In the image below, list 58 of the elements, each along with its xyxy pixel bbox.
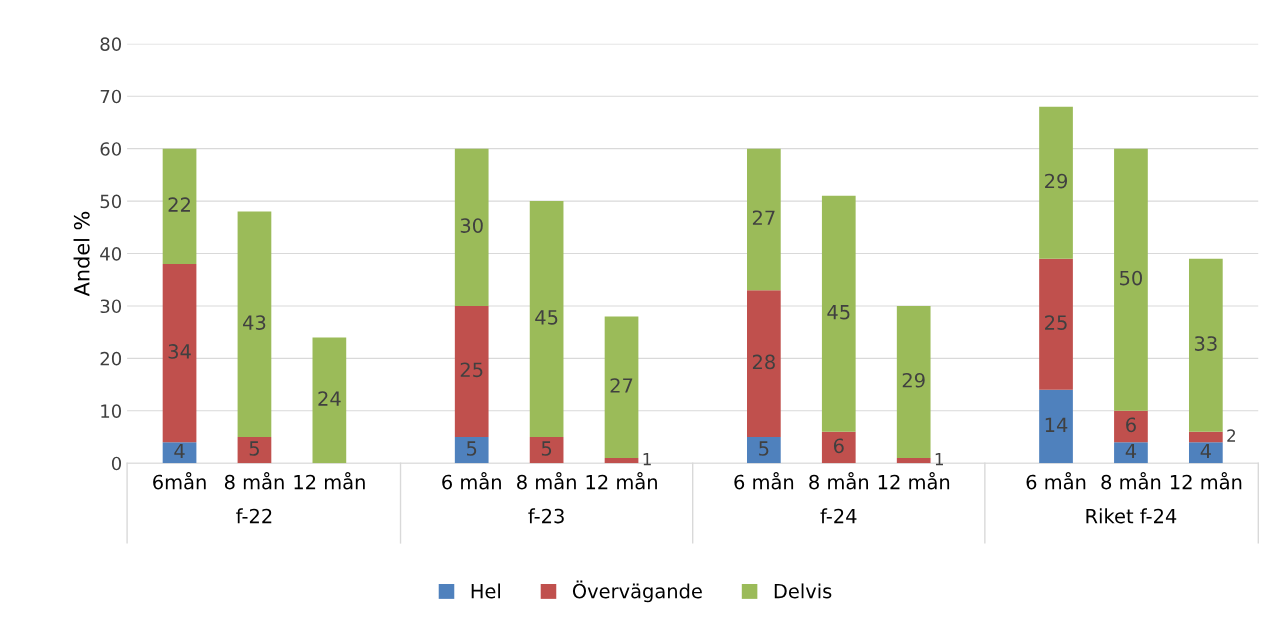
data-label: 1 (643, 453, 651, 466)
text: f-23 (528, 508, 564, 524)
y-tick-label: 0 (111, 456, 122, 471)
y-tick-label: 30 (100, 299, 122, 314)
y-tick-label: 20 (100, 351, 122, 366)
x-tick-label: 8 mån (809, 472, 868, 490)
data-label: 25 (1045, 315, 1067, 330)
y-axis-title: Andel % (73, 211, 90, 297)
data-label: 45 (535, 310, 558, 325)
data-label: 6 (833, 438, 844, 454)
data-label: 25 (460, 362, 483, 378)
data-label: 5 (467, 441, 477, 456)
x-tick-label: 6 mån (734, 472, 794, 490)
x-tick-label: 6 mån (1026, 472, 1086, 490)
x-tick-label: 6mån (153, 472, 206, 490)
x-tick-label: 12 mån (586, 472, 657, 490)
legend-label: Hel (471, 583, 500, 599)
data-label: 4 (1125, 443, 1137, 459)
y-tick-label: 40 (100, 246, 122, 261)
x-tick-label: 8 mån (517, 472, 576, 490)
data-label: 2 (1227, 429, 1236, 442)
x-tick-label: 12 mån (878, 472, 950, 490)
data-label: 29 (1045, 173, 1068, 189)
x-tick-label: 8 mån (1101, 472, 1161, 490)
data-label: 5 (249, 441, 259, 456)
data-label: 27 (752, 210, 775, 225)
data-label: 43 (243, 315, 266, 330)
data-label: 33 (1194, 336, 1217, 351)
x-tick-label: 8 mån (224, 472, 284, 490)
data-label: 4 (1200, 443, 1211, 459)
data-label: 22 (168, 197, 190, 212)
data-label: 5 (759, 441, 769, 456)
data-label: 6 (1126, 417, 1136, 433)
legend-label: Övervägande (572, 580, 702, 603)
y-tick-label: 70 (100, 89, 122, 104)
y-tick-label: 50 (100, 194, 122, 209)
data-label: 24 (318, 391, 341, 406)
data-label: 27 (610, 378, 633, 393)
x-tick-label: 12 mån (1170, 472, 1242, 490)
x-tick-label: 6 mån (442, 472, 501, 490)
text: f-24 (820, 508, 857, 524)
data-label: 30 (460, 218, 483, 233)
y-tick-label: 10 (101, 404, 122, 418)
data-label: 28 (752, 354, 775, 370)
y-tick-label: 80 (100, 37, 122, 51)
data-label: 5 (541, 441, 552, 456)
data-label: 29 (902, 372, 925, 388)
x-tick-label: 12 mån (294, 472, 365, 490)
data-label: 34 (168, 344, 191, 359)
y-tick-label: 60 (100, 142, 122, 156)
data-label: 1 (935, 453, 943, 466)
text: f-22 (236, 508, 272, 524)
data-label: 50 (1120, 270, 1143, 286)
text: Riket f-24 (1086, 508, 1177, 524)
legend-label: Delvis (774, 583, 832, 599)
data-label: 45 (827, 305, 850, 320)
data-label: 14 (1045, 417, 1068, 432)
data-label: 4 (174, 443, 185, 459)
